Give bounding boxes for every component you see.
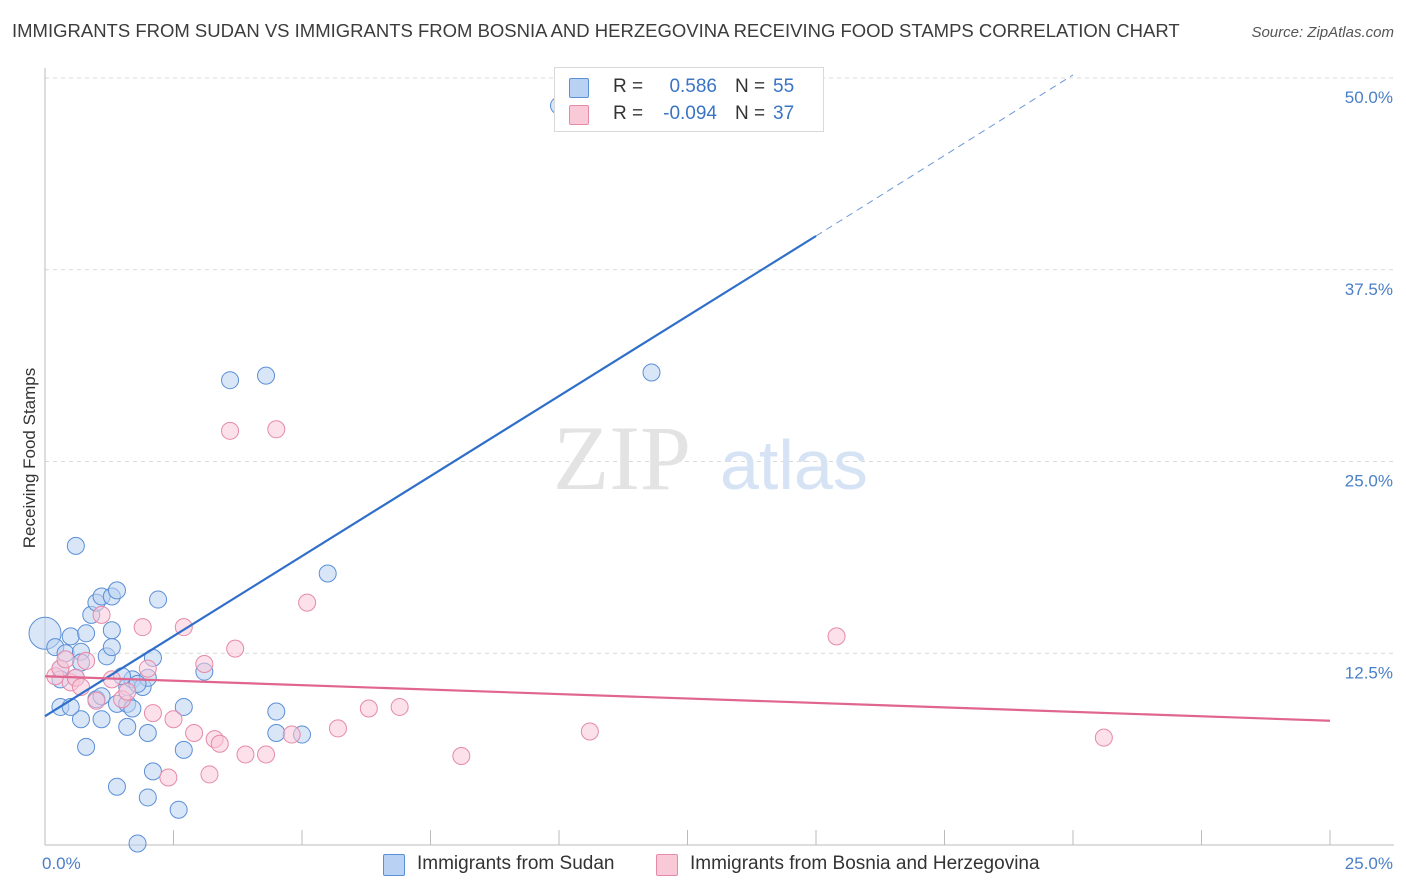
bosnia-point: [298, 593, 317, 612]
series-sudan-points: [28, 96, 661, 853]
sudan-point: [77, 624, 96, 643]
sudan-point: [169, 800, 188, 819]
sudan-point: [267, 702, 286, 721]
y-tick-label: 37.5%: [1345, 280, 1393, 299]
bosnia-point: [133, 618, 152, 637]
sudan-point: [138, 724, 157, 743]
sudan-point: [102, 638, 121, 657]
bosnia-point: [200, 765, 219, 784]
sudan-point: [143, 762, 162, 781]
sudan-point: [257, 366, 276, 385]
y-tick-label: 50.0%: [1345, 88, 1393, 107]
r-label: R =: [613, 103, 644, 124]
bosnia-point: [92, 605, 111, 624]
sudan-point: [128, 834, 147, 853]
bosnia-point: [195, 654, 214, 673]
sudan-point: [118, 717, 137, 736]
sudan-point: [221, 371, 240, 390]
x-tick-label: 25.0%: [1345, 854, 1393, 873]
sudan-point: [71, 710, 90, 729]
bosnia-point: [87, 691, 106, 710]
n-label: N =: [735, 103, 766, 124]
bosnia-swatch: [569, 105, 589, 125]
r-value: 0.586: [669, 76, 717, 97]
sudan-point: [174, 740, 193, 759]
y-tick-label: 12.5%: [1345, 663, 1393, 682]
stats-row-bosnia: R = -0.094 N = 37: [555, 100, 823, 128]
watermark: ZIP atlas: [553, 407, 868, 509]
bosnia-point: [159, 768, 178, 787]
bosnia-point: [328, 719, 347, 738]
y-tick-label: 25.0%: [1345, 472, 1393, 491]
sudan-point: [77, 737, 96, 756]
bosnia-point: [56, 650, 75, 669]
source-credit: Source: ZipAtlas.com: [1251, 24, 1394, 41]
bosnia-point: [210, 734, 229, 753]
sudan-point: [138, 788, 157, 807]
correlation-stats-box: R = 0.586 N = 55 R = -0.094 N = 37: [554, 67, 824, 132]
bosnia-point: [164, 710, 183, 729]
sudan-point: [174, 697, 193, 716]
bosnia-point: [359, 699, 378, 718]
bosnia-point: [118, 682, 137, 701]
r-value: -0.094: [663, 103, 717, 124]
sudan-point: [92, 710, 111, 729]
watermark-zip: ZIP: [553, 407, 691, 509]
gridlines: [45, 77, 1394, 654]
bosnia-point: [580, 722, 599, 741]
stats-row-sudan: R = 0.586 N = 55: [555, 73, 823, 101]
bosnia-point: [452, 747, 471, 766]
sudan-trend-extension: [815, 74, 1074, 237]
sudan-point: [149, 590, 168, 609]
series-bosnia-points: [46, 420, 1113, 787]
legend-label: Immigrants from Bosnia and Herzegovina: [690, 853, 1040, 874]
bosnia-point: [390, 697, 409, 716]
sudan-point: [61, 627, 80, 646]
x-tick-label: 0.0%: [42, 854, 81, 873]
sudan-point: [107, 581, 126, 600]
bosnia-point: [138, 659, 157, 678]
bosnia-point: [282, 725, 301, 744]
watermark-atlas: atlas: [720, 426, 868, 504]
bosnia-point: [226, 639, 245, 658]
bosnia-point: [257, 745, 276, 764]
sudan-swatch: [569, 78, 589, 98]
bosnia-swatch: [656, 854, 678, 876]
sudan-point: [107, 777, 126, 796]
tick-labels: 12.5% 25.0% 37.5% 50.0% 0.0% 25.0%: [42, 88, 1393, 873]
bosnia-point: [267, 420, 286, 439]
sudan-point: [318, 564, 337, 583]
bosnia-trend-line: [44, 675, 1331, 722]
sudan-trend-line: [44, 235, 817, 718]
n-value: 37: [773, 103, 795, 124]
chart-title: IMMIGRANTS FROM SUDAN VS IMMIGRANTS FROM…: [12, 20, 1180, 41]
bosnia-point: [221, 421, 240, 440]
sudan-point: [642, 363, 661, 382]
bosnia-point: [236, 745, 255, 764]
chart-legend: Immigrants from Sudan Immigrants from Bo…: [0, 852, 1406, 878]
sudan-point: [66, 536, 85, 555]
bosnia-point: [1094, 728, 1113, 747]
sudan-point: [102, 621, 121, 640]
n-value: 55: [773, 76, 795, 97]
sudan-point: [267, 724, 286, 743]
trend-lines: [44, 74, 1331, 722]
legend-label: Immigrants from Sudan: [417, 853, 615, 874]
n-label: N =: [735, 76, 766, 97]
bosnia-point: [827, 627, 846, 646]
bosnia-point: [77, 651, 96, 670]
bosnia-point: [185, 724, 204, 743]
bosnia-point: [143, 704, 162, 723]
sudan-swatch: [383, 854, 405, 876]
r-label: R =: [613, 76, 644, 97]
